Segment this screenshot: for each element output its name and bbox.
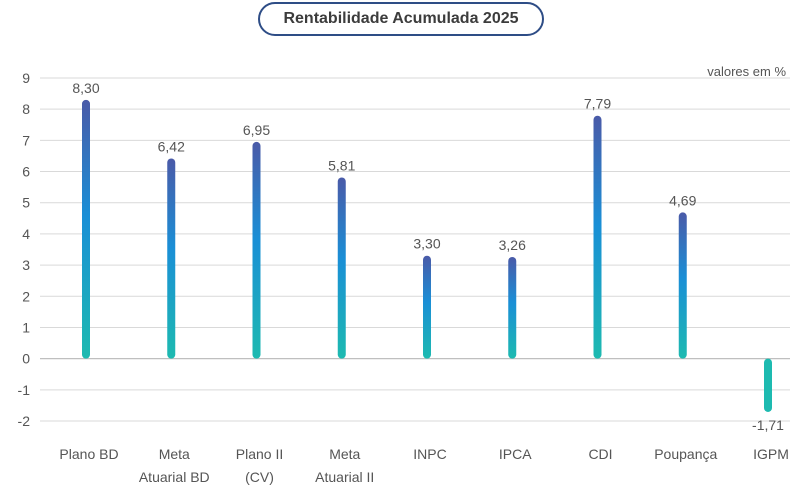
y-tick-label: -1 xyxy=(18,382,31,398)
y-tick-label: -2 xyxy=(18,413,31,429)
x-category-label: Poupança xyxy=(654,446,717,462)
y-tick-label: 9 xyxy=(22,70,30,86)
y-axis-ticks: 9 8 7 6 5 4 3 2 1 0 -1 -2 xyxy=(18,70,31,429)
data-label: 8,30 xyxy=(72,80,99,96)
bar xyxy=(167,158,176,359)
data-label: 6,42 xyxy=(158,138,185,154)
x-axis-categories: Plano BD Meta Atuarial BD Plano II (CV) Meta A… xyxy=(59,446,788,485)
unit-note: valores em % xyxy=(707,64,786,79)
bar xyxy=(252,141,261,359)
y-tick-label: 2 xyxy=(22,288,30,304)
y-tick-label: 6 xyxy=(22,164,30,180)
data-label: -1,71 xyxy=(752,417,784,433)
gridlines xyxy=(40,77,790,422)
bar xyxy=(593,115,602,359)
x-category-label: IPCA xyxy=(499,446,532,462)
y-tick-label: 8 xyxy=(22,101,30,117)
data-label: 3,30 xyxy=(413,236,440,252)
y-tick-label: 7 xyxy=(22,132,30,148)
x-category-label: Meta xyxy=(329,446,360,462)
bar xyxy=(82,99,90,359)
data-label: 6,95 xyxy=(243,122,270,138)
y-tick-label: 4 xyxy=(22,226,30,242)
x-category-label: IGPM xyxy=(753,446,789,462)
x-category-label: CDI xyxy=(588,446,612,462)
bars xyxy=(82,99,772,412)
bar xyxy=(423,255,431,359)
x-category-label: Atuarial BD xyxy=(139,469,210,485)
data-label: 7,79 xyxy=(584,96,611,112)
x-category-label: (CV) xyxy=(245,469,274,485)
y-tick-label: 3 xyxy=(22,257,30,273)
bar xyxy=(678,212,687,359)
x-category-label: Plano II xyxy=(236,446,283,462)
y-tick-label: 5 xyxy=(22,195,30,211)
y-tick-label: 0 xyxy=(22,351,30,367)
chart-title: Rentabilidade Acumulada 2025 xyxy=(258,2,544,36)
x-category-label: Plano BD xyxy=(59,446,118,462)
bar xyxy=(337,177,346,359)
data-label: 4,69 xyxy=(669,192,696,208)
data-label: 5,81 xyxy=(328,157,355,173)
x-category-label: Atuarial II xyxy=(315,469,374,485)
y-tick-label: 1 xyxy=(22,319,30,335)
x-category-label: Meta xyxy=(159,446,190,462)
data-label: 3,26 xyxy=(499,237,526,253)
bar xyxy=(764,358,772,412)
x-category-label: INPC xyxy=(413,446,446,462)
bar xyxy=(508,256,517,359)
value-labels: 8,30 6,42 6,95 5,81 3,30 3,26 7,79 4,69 -1,71 xyxy=(72,80,784,433)
